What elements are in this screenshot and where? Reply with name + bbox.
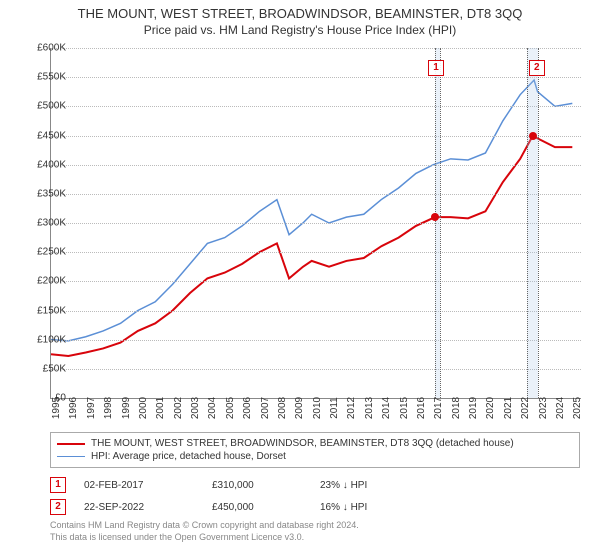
legend-swatch bbox=[57, 456, 85, 457]
gridline bbox=[51, 165, 581, 166]
legend-swatch bbox=[57, 443, 85, 445]
x-axis-label: 2025 bbox=[572, 397, 583, 419]
sale-row: 2 22-SEP-2022 £450,000 16% ↓ HPI bbox=[50, 496, 580, 518]
y-axis-label: £300K bbox=[22, 218, 66, 229]
x-axis-label: 2008 bbox=[277, 397, 288, 419]
sale-marker-dot bbox=[431, 213, 439, 221]
plot-area: 1995199619971998199920002001200220032004… bbox=[50, 48, 581, 399]
gridline bbox=[51, 311, 581, 312]
gridline bbox=[51, 281, 581, 282]
x-axis-label: 1996 bbox=[68, 397, 79, 419]
x-axis-label: 2014 bbox=[381, 397, 392, 419]
x-axis-label: 2010 bbox=[312, 397, 323, 419]
y-axis-label: £600K bbox=[22, 43, 66, 54]
highlight-border bbox=[440, 48, 441, 398]
x-axis-label: 1998 bbox=[103, 397, 114, 419]
chart-subtitle: Price paid vs. HM Land Registry's House … bbox=[0, 21, 600, 41]
gridline bbox=[51, 77, 581, 78]
gridline bbox=[51, 223, 581, 224]
x-axis-label: 2024 bbox=[555, 397, 566, 419]
sale-price: £310,000 bbox=[212, 480, 302, 491]
x-axis-label: 1999 bbox=[121, 397, 132, 419]
gridline bbox=[51, 340, 581, 341]
x-axis-label: 2016 bbox=[416, 397, 427, 419]
gridline bbox=[51, 194, 581, 195]
x-axis-label: 2022 bbox=[520, 397, 531, 419]
gridline bbox=[51, 252, 581, 253]
y-axis-label: £400K bbox=[22, 159, 66, 170]
x-axis-label: 2021 bbox=[503, 397, 514, 419]
x-axis-label: 2017 bbox=[433, 397, 444, 419]
y-axis-label: £350K bbox=[22, 188, 66, 199]
x-axis-label: 2001 bbox=[155, 397, 166, 419]
legend-item: THE MOUNT, WEST STREET, BROADWINDSOR, BE… bbox=[57, 437, 573, 450]
footer-line1: Contains HM Land Registry data © Crown c… bbox=[50, 520, 580, 532]
y-axis-label: £50K bbox=[22, 363, 66, 374]
y-axis-label: £250K bbox=[22, 247, 66, 258]
sale-row: 1 02-FEB-2017 £310,000 23% ↓ HPI bbox=[50, 474, 580, 496]
x-axis-label: 2007 bbox=[260, 397, 271, 419]
legend: THE MOUNT, WEST STREET, BROADWINDSOR, BE… bbox=[50, 432, 580, 468]
x-axis-label: 2013 bbox=[364, 397, 375, 419]
x-axis-label: 2011 bbox=[329, 397, 340, 419]
series-property bbox=[51, 136, 572, 357]
gridline bbox=[51, 48, 581, 49]
y-axis-label: £450K bbox=[22, 130, 66, 141]
x-axis-label: 2005 bbox=[225, 397, 236, 419]
sale-marker-dot bbox=[529, 132, 537, 140]
x-axis-label: 2009 bbox=[294, 397, 305, 419]
sale-row-marker: 2 bbox=[50, 499, 66, 515]
sale-marker-box: 2 bbox=[529, 60, 545, 76]
sale-table: 1 02-FEB-2017 £310,000 23% ↓ HPI 2 22-SEP-202… bbox=[50, 474, 580, 518]
legend-label: HPI: Average price, detached house, Dors… bbox=[91, 451, 286, 462]
x-axis-label: 2002 bbox=[173, 397, 184, 419]
sale-row-marker: 1 bbox=[50, 477, 66, 493]
legend-item: HPI: Average price, detached house, Dors… bbox=[57, 450, 573, 463]
chart-container: THE MOUNT, WEST STREET, BROADWINDSOR, BE… bbox=[0, 0, 600, 560]
y-axis-label: £150K bbox=[22, 305, 66, 316]
highlight-border bbox=[527, 48, 528, 398]
y-axis-label: £500K bbox=[22, 101, 66, 112]
x-axis-label: 2019 bbox=[468, 397, 479, 419]
sale-marker-box: 1 bbox=[428, 60, 444, 76]
x-axis-label: 2020 bbox=[485, 397, 496, 419]
sale-delta: 23% ↓ HPI bbox=[320, 480, 420, 491]
y-axis-label: £550K bbox=[22, 72, 66, 83]
x-axis-label: 2018 bbox=[451, 397, 462, 419]
sale-price: £450,000 bbox=[212, 502, 302, 513]
highlight-border bbox=[435, 48, 436, 398]
gridline bbox=[51, 136, 581, 137]
y-axis-label: £200K bbox=[22, 276, 66, 287]
series-hpi bbox=[51, 80, 572, 341]
x-axis-label: 2004 bbox=[207, 397, 218, 419]
x-axis-label: 2012 bbox=[346, 397, 357, 419]
x-axis-label: 2003 bbox=[190, 397, 201, 419]
gridline bbox=[51, 369, 581, 370]
footer-line2: This data is licensed under the Open Gov… bbox=[50, 532, 580, 544]
x-axis-label: 2023 bbox=[538, 397, 549, 419]
x-axis-label: 1997 bbox=[86, 397, 97, 419]
sale-date: 22-SEP-2022 bbox=[84, 502, 194, 513]
highlight-band bbox=[527, 48, 538, 398]
y-axis-label: £0 bbox=[22, 393, 66, 404]
y-axis-label: £100K bbox=[22, 334, 66, 345]
sale-delta: 16% ↓ HPI bbox=[320, 502, 420, 513]
legend-label: THE MOUNT, WEST STREET, BROADWINDSOR, BE… bbox=[91, 438, 514, 449]
x-axis-label: 2000 bbox=[138, 397, 149, 419]
x-axis-label: 2015 bbox=[399, 397, 410, 419]
sale-date: 02-FEB-2017 bbox=[84, 480, 194, 491]
x-axis-label: 2006 bbox=[242, 397, 253, 419]
highlight-border bbox=[538, 48, 539, 398]
footer-attribution: Contains HM Land Registry data © Crown c… bbox=[50, 520, 580, 543]
gridline bbox=[51, 106, 581, 107]
chart-title: THE MOUNT, WEST STREET, BROADWINDSOR, BE… bbox=[0, 0, 600, 21]
